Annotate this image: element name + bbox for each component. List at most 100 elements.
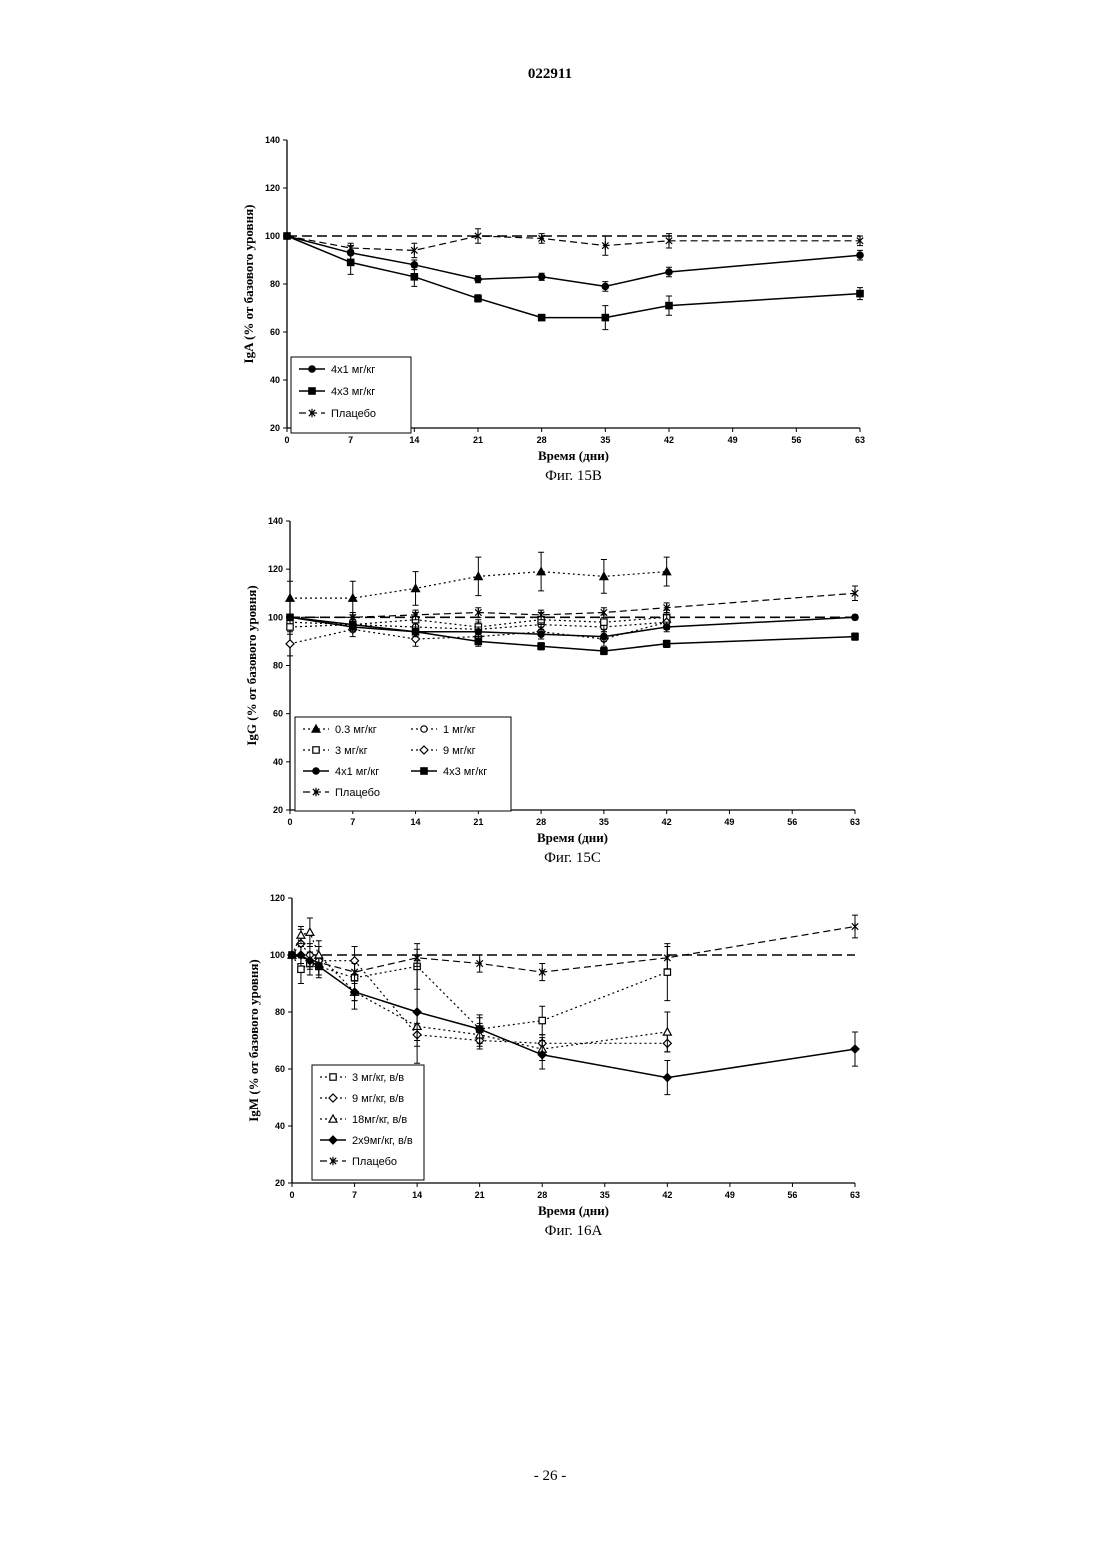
x-tick-label: 56: [787, 1190, 797, 1200]
x-tick-label: 14: [412, 1190, 422, 1200]
y-tick-label: 40: [273, 757, 283, 767]
figure-caption: Фиг. 15С: [544, 850, 601, 866]
data-point: [538, 643, 544, 649]
data-point: [298, 966, 304, 972]
legend-swatch-marker: [309, 388, 315, 394]
x-tick-label: 0: [284, 435, 289, 445]
x-tick-label: 49: [724, 817, 734, 827]
y-tick-label: 20: [270, 423, 280, 433]
y-tick-label: 100: [265, 231, 280, 241]
document-number: 022911: [0, 66, 1100, 83]
x-axis-title: Время (дни): [538, 448, 609, 463]
x-tick-label: 35: [600, 1190, 610, 1200]
x-axis-title: Время (дни): [538, 1203, 609, 1218]
series-4: [289, 915, 858, 981]
legend-label: 3 мг/кг: [335, 745, 368, 757]
y-tick-label: 20: [273, 805, 283, 815]
x-tick-label: 0: [289, 1190, 294, 1200]
y-tick-label: 40: [270, 375, 280, 385]
legend-swatch-marker: [330, 1074, 336, 1080]
x-tick-label: 35: [599, 817, 609, 827]
series-line: [287, 236, 860, 318]
data-point: [857, 252, 863, 258]
data-point: [602, 314, 608, 320]
page-number: - 26 -: [0, 1468, 1100, 1485]
x-tick-label: 42: [662, 817, 672, 827]
y-tick-label: 120: [265, 183, 280, 193]
x-tick-label: 49: [728, 435, 738, 445]
x-tick-label: 42: [662, 1190, 672, 1200]
data-point: [286, 640, 294, 648]
data-point: [287, 624, 293, 630]
y-tick-label: 100: [270, 950, 285, 960]
legend-label: 9 мг/кг: [443, 745, 476, 757]
data-point: [539, 1017, 545, 1023]
legend-label: 4x3 мг/кг: [443, 766, 487, 778]
data-point: [350, 624, 356, 630]
legend-swatch-marker: [313, 768, 319, 774]
data-point: [663, 1074, 671, 1082]
legend-swatch-marker: [309, 366, 315, 372]
legend-label: Плацебо: [335, 787, 380, 799]
chart-igg: 20406080100120140071421283542495663Время…: [0, 505, 1100, 885]
y-tick-label: 120: [270, 893, 285, 903]
x-tick-label: 56: [787, 817, 797, 827]
x-tick-label: 28: [536, 817, 546, 827]
y-axis-title: IgM (% от базового уровня): [246, 959, 261, 1122]
data-point: [412, 584, 420, 591]
chart-iga: 20406080100120140071421283542495663Время…: [0, 120, 1100, 500]
y-tick-label: 80: [270, 279, 280, 289]
data-point: [601, 619, 607, 625]
legend-label: 1 мг/кг: [443, 724, 476, 736]
y-tick-label: 60: [270, 327, 280, 337]
data-point: [538, 314, 544, 320]
y-axis-title: IgA (% от базового уровня): [241, 205, 256, 364]
data-point: [474, 572, 482, 579]
data-point: [347, 259, 353, 265]
x-tick-label: 21: [473, 435, 483, 445]
x-tick-label: 63: [850, 1190, 860, 1200]
legend-swatch-marker: [313, 747, 319, 753]
legend: 0.3 мг/кг1 мг/кг3 мг/кг9 мг/кг4x1 мг/кг4…: [295, 717, 511, 811]
y-axis-title: IgG (% от базового уровня): [244, 585, 259, 745]
y-tick-label: 60: [275, 1064, 285, 1074]
data-point: [475, 638, 481, 644]
x-axis-title: Время (дни): [537, 830, 608, 845]
x-tick-label: 21: [473, 817, 483, 827]
data-point: [851, 1045, 859, 1053]
data-point: [852, 633, 858, 639]
x-tick-label: 28: [537, 1190, 547, 1200]
data-point: [475, 629, 481, 635]
legend-label: Плацебо: [331, 408, 376, 420]
y-tick-label: 140: [268, 516, 283, 526]
y-tick-label: 140: [265, 135, 280, 145]
data-point: [286, 594, 294, 601]
x-tick-label: 42: [664, 435, 674, 445]
series-0: [286, 552, 671, 615]
legend-label: 3 мг/кг, в/в: [352, 1072, 404, 1084]
data-point: [413, 1008, 421, 1016]
data-point: [602, 283, 608, 289]
data-point: [306, 928, 314, 935]
legend-label: 9 мг/кг, в/в: [352, 1093, 404, 1105]
data-point: [537, 568, 545, 575]
x-tick-label: 35: [600, 435, 610, 445]
x-tick-label: 63: [850, 817, 860, 827]
legend-box: [295, 717, 511, 811]
data-point: [412, 629, 418, 635]
data-point: [600, 572, 608, 579]
legend-label: 4x1 мг/кг: [335, 766, 379, 778]
y-tick-label: 60: [273, 709, 283, 719]
data-point: [538, 274, 544, 280]
x-tick-label: 14: [409, 435, 419, 445]
x-tick-label: 21: [475, 1190, 485, 1200]
legend-swatch-marker: [421, 726, 427, 732]
data-point: [664, 969, 670, 975]
series-5: [287, 614, 858, 655]
legend: 4x1 мг/кг4x3 мг/кгПлацебо: [291, 357, 411, 433]
data-point: [538, 631, 544, 637]
data-point: [601, 648, 607, 654]
figure-caption: Фиг. 15В: [545, 468, 602, 484]
data-point: [475, 276, 481, 282]
series-line: [290, 617, 855, 636]
